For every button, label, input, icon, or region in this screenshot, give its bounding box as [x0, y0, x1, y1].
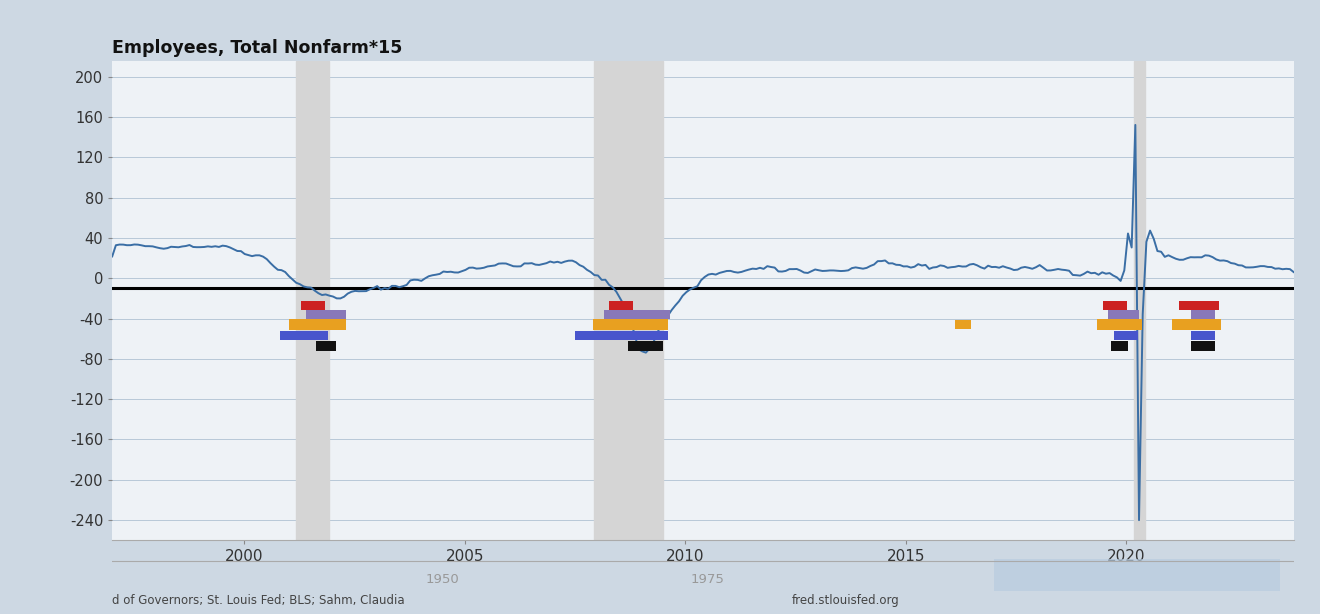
Bar: [593, 319, 668, 330]
Text: Employees, Total Nonfarm*15: Employees, Total Nonfarm*15: [112, 39, 403, 57]
Bar: [610, 301, 634, 310]
Bar: [1104, 301, 1127, 310]
Bar: [296, 61, 329, 540]
Text: fred.stlouisfed.org: fred.stlouisfed.org: [792, 594, 900, 607]
Bar: [1191, 331, 1216, 340]
Bar: [603, 310, 669, 319]
Bar: [301, 301, 325, 310]
Bar: [1097, 319, 1142, 330]
Text: d of Governors; St. Louis Fed; BLS; Sahm, Claudia: d of Governors; St. Louis Fed; BLS; Sahm…: [112, 594, 405, 607]
Text: 1975: 1975: [690, 573, 725, 586]
Bar: [628, 341, 663, 351]
Bar: [1134, 61, 1144, 540]
Bar: [1114, 331, 1138, 340]
Bar: [956, 320, 970, 329]
Bar: [1179, 301, 1218, 310]
Bar: [576, 331, 668, 340]
Bar: [315, 341, 335, 351]
Bar: [1172, 319, 1221, 330]
Bar: [306, 310, 346, 319]
Bar: [1110, 341, 1129, 351]
Bar: [1191, 310, 1216, 319]
Bar: [1191, 341, 1216, 351]
Bar: [994, 559, 1280, 591]
Bar: [594, 61, 663, 540]
Bar: [1109, 310, 1139, 319]
Text: 1950: 1950: [426, 573, 459, 586]
Bar: [280, 331, 329, 340]
Bar: [289, 319, 346, 330]
